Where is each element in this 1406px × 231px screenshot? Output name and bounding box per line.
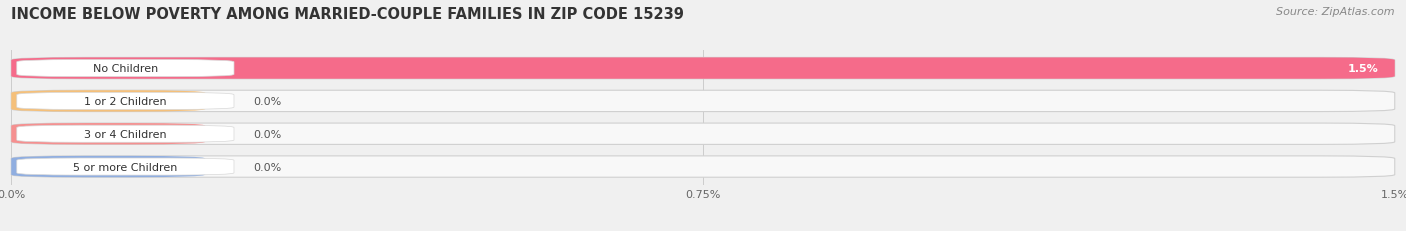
- FancyBboxPatch shape: [11, 58, 1395, 79]
- FancyBboxPatch shape: [11, 156, 1395, 177]
- FancyBboxPatch shape: [17, 158, 233, 175]
- FancyBboxPatch shape: [11, 156, 205, 177]
- Text: 3 or 4 Children: 3 or 4 Children: [84, 129, 167, 139]
- Text: 1 or 2 Children: 1 or 2 Children: [84, 97, 167, 106]
- FancyBboxPatch shape: [11, 124, 1395, 145]
- Text: No Children: No Children: [93, 64, 157, 74]
- Text: INCOME BELOW POVERTY AMONG MARRIED-COUPLE FAMILIES IN ZIP CODE 15239: INCOME BELOW POVERTY AMONG MARRIED-COUPL…: [11, 7, 685, 22]
- FancyBboxPatch shape: [17, 126, 233, 143]
- Text: Source: ZipAtlas.com: Source: ZipAtlas.com: [1277, 7, 1395, 17]
- FancyBboxPatch shape: [11, 91, 1395, 112]
- FancyBboxPatch shape: [11, 91, 205, 112]
- FancyBboxPatch shape: [17, 93, 233, 110]
- Text: 5 or more Children: 5 or more Children: [73, 162, 177, 172]
- FancyBboxPatch shape: [17, 60, 233, 77]
- FancyBboxPatch shape: [11, 124, 205, 145]
- FancyBboxPatch shape: [11, 58, 1395, 79]
- Text: 1.5%: 1.5%: [1347, 64, 1378, 74]
- Text: 0.0%: 0.0%: [253, 162, 281, 172]
- Text: 0.0%: 0.0%: [253, 97, 281, 106]
- Text: 0.0%: 0.0%: [253, 129, 281, 139]
